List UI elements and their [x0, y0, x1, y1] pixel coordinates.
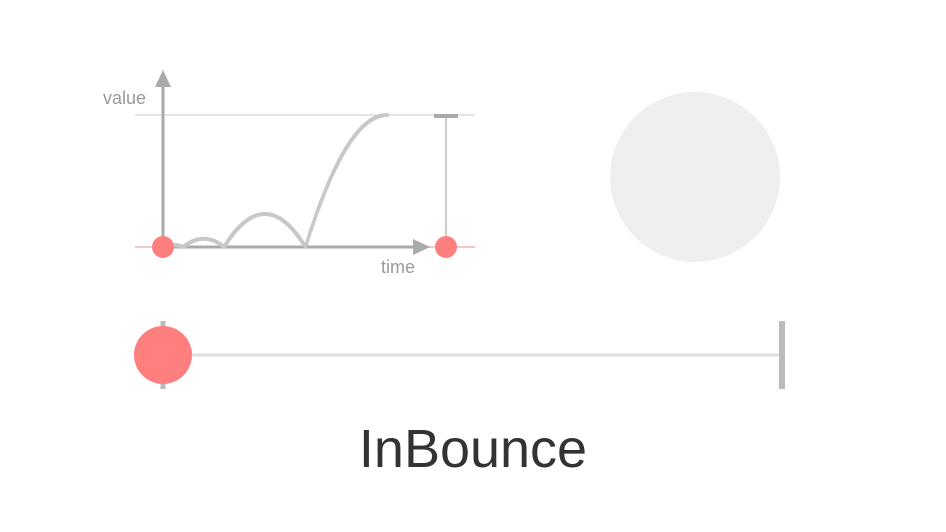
preview-circle: [610, 92, 780, 262]
easing-graph: value time: [103, 70, 475, 277]
x-axis-label: time: [381, 257, 415, 277]
y-axis-arrow-icon: [155, 70, 171, 87]
progress-slider[interactable]: [134, 321, 785, 389]
easing-curve: [161, 113, 389, 249]
y-axis-label: value: [103, 88, 146, 108]
curve-point: [385, 113, 389, 117]
current-value-marker: [152, 236, 174, 258]
curve-point: [308, 229, 313, 234]
curve-point: [306, 235, 311, 240]
curve-point: [309, 225, 314, 230]
slider-handle-icon[interactable]: [134, 326, 192, 384]
end-time-marker: [435, 236, 457, 258]
curve-point: [304, 241, 309, 246]
easing-title: InBounce: [358, 419, 588, 479]
curve-point: [303, 245, 308, 249]
x-axis-arrow-icon: [413, 239, 430, 255]
curve-point: [307, 232, 312, 237]
curve-point: [305, 238, 310, 243]
